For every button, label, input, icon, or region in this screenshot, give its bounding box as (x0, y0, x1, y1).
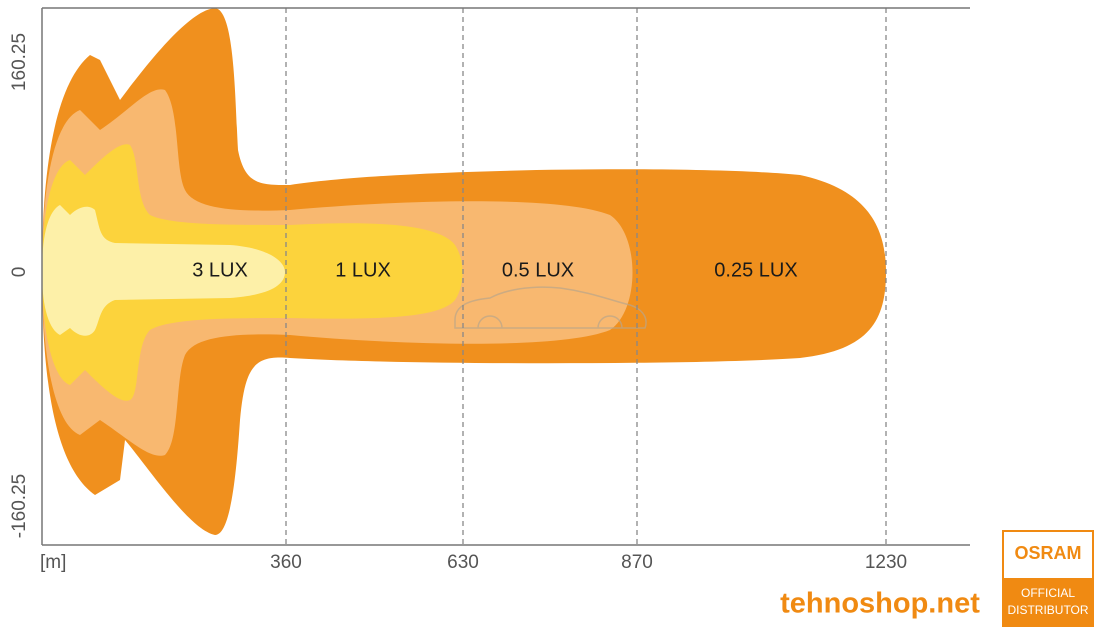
car-outline (454, 286, 647, 329)
x-label: 870 (621, 552, 653, 573)
x-label: 1230 (865, 552, 907, 573)
zone-label: 1 LUX (335, 259, 391, 281)
x-label: 630 (447, 552, 479, 573)
badge-bottom (1003, 578, 1093, 626)
y-label: 0 (9, 267, 30, 278)
y-label: -160.25 (9, 474, 30, 538)
zone-label: 0.5 LUX (502, 259, 574, 281)
site-name: tehnoshop.net (780, 588, 980, 620)
zone-label: 3 LUX (192, 259, 248, 281)
x-label: 360 (270, 552, 302, 573)
y-label: 160.25 (9, 33, 30, 91)
logo: OSRAM (1015, 543, 1082, 563)
x-unit: [m] (40, 552, 66, 573)
zone-3-lux (42, 205, 285, 336)
zone-label: 0.25 LUX (714, 259, 797, 281)
badge-line: DISTRIBUTOR (1007, 603, 1088, 617)
badge-line: OFFICIAL (1021, 586, 1075, 600)
